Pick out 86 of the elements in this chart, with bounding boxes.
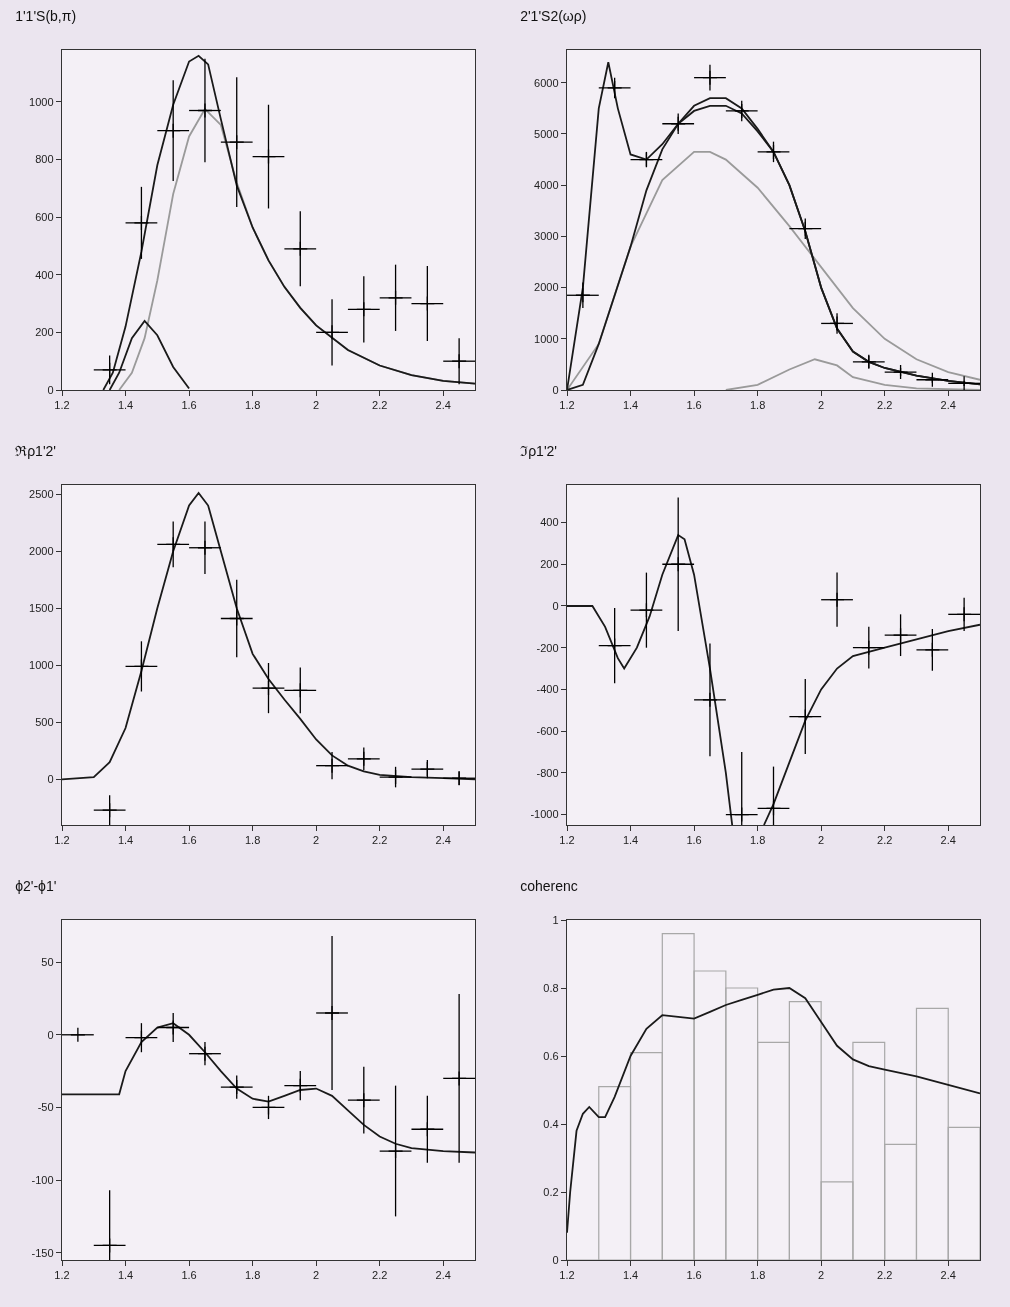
chart-title: 1'1'S(b,π) bbox=[15, 7, 77, 24]
x-tick-label: 2 bbox=[818, 834, 825, 847]
y-tick-label: 0.2 bbox=[543, 1185, 559, 1198]
y-tick-label: 3000 bbox=[534, 230, 559, 243]
y-tick-label: 5000 bbox=[534, 127, 559, 140]
y-tick-label: -200 bbox=[536, 641, 559, 654]
x-tick-label: 2 bbox=[313, 834, 320, 847]
x-tick-label: 2.4 bbox=[435, 834, 451, 847]
y-tick-label: -600 bbox=[536, 724, 559, 737]
y-tick-label: 0 bbox=[552, 599, 559, 612]
x-tick-label: 1.2 bbox=[54, 834, 70, 847]
y-tick-label: 2000 bbox=[534, 281, 559, 294]
x-tick-label: 2.2 bbox=[877, 1269, 893, 1282]
y-tick-label: -100 bbox=[31, 1173, 54, 1186]
y-tick-label: 0 bbox=[47, 773, 54, 786]
y-tick-label: 1000 bbox=[29, 95, 54, 108]
y-tick-label: 4000 bbox=[534, 179, 559, 192]
y-tick-label: -800 bbox=[536, 766, 559, 779]
x-tick-label: 1.2 bbox=[559, 834, 575, 847]
y-tick-label: 0.6 bbox=[543, 1049, 559, 1062]
x-tick-label: 1.2 bbox=[559, 1269, 575, 1282]
x-tick-label: 1.6 bbox=[181, 1269, 197, 1282]
x-tick-label: 1.8 bbox=[749, 834, 766, 847]
x-tick-label: 1.8 bbox=[244, 399, 261, 412]
x-tick-label: 2.2 bbox=[877, 399, 893, 412]
y-tick-label: 1500 bbox=[29, 602, 54, 615]
x-tick-label: 2.2 bbox=[372, 399, 388, 412]
y-tick-label: 0 bbox=[552, 1253, 559, 1266]
x-tick-label: 1.6 bbox=[686, 399, 702, 412]
y-tick-label: -1000 bbox=[530, 808, 559, 821]
x-tick-label: 2 bbox=[818, 1269, 825, 1282]
y-tick-label: 1 bbox=[552, 913, 559, 926]
x-tick-label: 1.6 bbox=[181, 834, 197, 847]
y-tick-label: -150 bbox=[31, 1246, 54, 1259]
y-tick-label: 6000 bbox=[534, 76, 559, 89]
x-tick-label: 1.8 bbox=[749, 1269, 766, 1282]
y-tick-label: 0 bbox=[552, 383, 559, 396]
x-tick-label: 1.2 bbox=[559, 399, 575, 412]
y-tick-label: 200 bbox=[35, 326, 54, 339]
chart-title: coherenc bbox=[520, 877, 578, 894]
y-tick-label: 2000 bbox=[29, 545, 54, 558]
y-tick-label: 1000 bbox=[29, 659, 54, 672]
x-tick-label: 1.4 bbox=[622, 834, 639, 847]
chart-title: ℜρ1'2' bbox=[15, 442, 57, 459]
x-tick-label: 2.4 bbox=[940, 834, 956, 847]
x-tick-label: 1.4 bbox=[117, 399, 134, 412]
x-tick-label: 1.8 bbox=[749, 399, 766, 412]
y-tick-label: -400 bbox=[536, 683, 559, 696]
chart-title: ϕ2'-ϕ1' bbox=[15, 877, 57, 894]
x-tick-label: 2 bbox=[818, 399, 825, 412]
x-tick-label: 1.4 bbox=[117, 1269, 134, 1282]
y-tick-label: 800 bbox=[35, 153, 54, 166]
x-tick-label: 2.4 bbox=[940, 1269, 956, 1282]
y-tick-label: 1000 bbox=[534, 332, 559, 345]
x-tick-label: 1.2 bbox=[54, 1269, 70, 1282]
chart-title: 2'1'S2(ωρ) bbox=[520, 7, 587, 24]
x-tick-label: 2.4 bbox=[435, 399, 451, 412]
y-tick-label: 0.4 bbox=[543, 1117, 559, 1130]
x-tick-label: 2.2 bbox=[372, 834, 388, 847]
y-tick-label: 400 bbox=[540, 516, 559, 529]
x-tick-label: 2 bbox=[313, 1269, 320, 1282]
x-tick-label: 1.6 bbox=[686, 1269, 702, 1282]
y-tick-label: 400 bbox=[35, 268, 54, 281]
x-tick-label: 2.4 bbox=[940, 399, 956, 412]
y-tick-label: 200 bbox=[540, 558, 559, 571]
y-tick-label: -50 bbox=[37, 1101, 54, 1114]
x-tick-label: 1.6 bbox=[181, 399, 197, 412]
y-tick-label: 2500 bbox=[29, 487, 54, 500]
y-tick-label: 500 bbox=[35, 716, 54, 729]
x-tick-label: 1.8 bbox=[244, 834, 261, 847]
x-tick-label: 2.2 bbox=[877, 834, 893, 847]
x-tick-label: 1.2 bbox=[54, 399, 70, 412]
y-tick-label: 0.8 bbox=[543, 981, 559, 994]
x-tick-label: 2.4 bbox=[435, 1269, 451, 1282]
x-tick-label: 1.6 bbox=[686, 834, 702, 847]
y-tick-label: 600 bbox=[35, 210, 54, 223]
x-tick-label: 1.4 bbox=[622, 1269, 639, 1282]
x-tick-label: 1.4 bbox=[622, 399, 639, 412]
x-tick-label: 1.8 bbox=[244, 1269, 261, 1282]
y-tick-label: 50 bbox=[41, 955, 54, 968]
x-tick-label: 2 bbox=[313, 399, 320, 412]
x-tick-label: 2.2 bbox=[372, 1269, 388, 1282]
y-tick-label: 0 bbox=[47, 1028, 54, 1041]
chart-title: ℑρ1'2' bbox=[520, 442, 558, 459]
y-tick-label: 0 bbox=[47, 383, 54, 396]
x-tick-label: 1.4 bbox=[117, 834, 134, 847]
